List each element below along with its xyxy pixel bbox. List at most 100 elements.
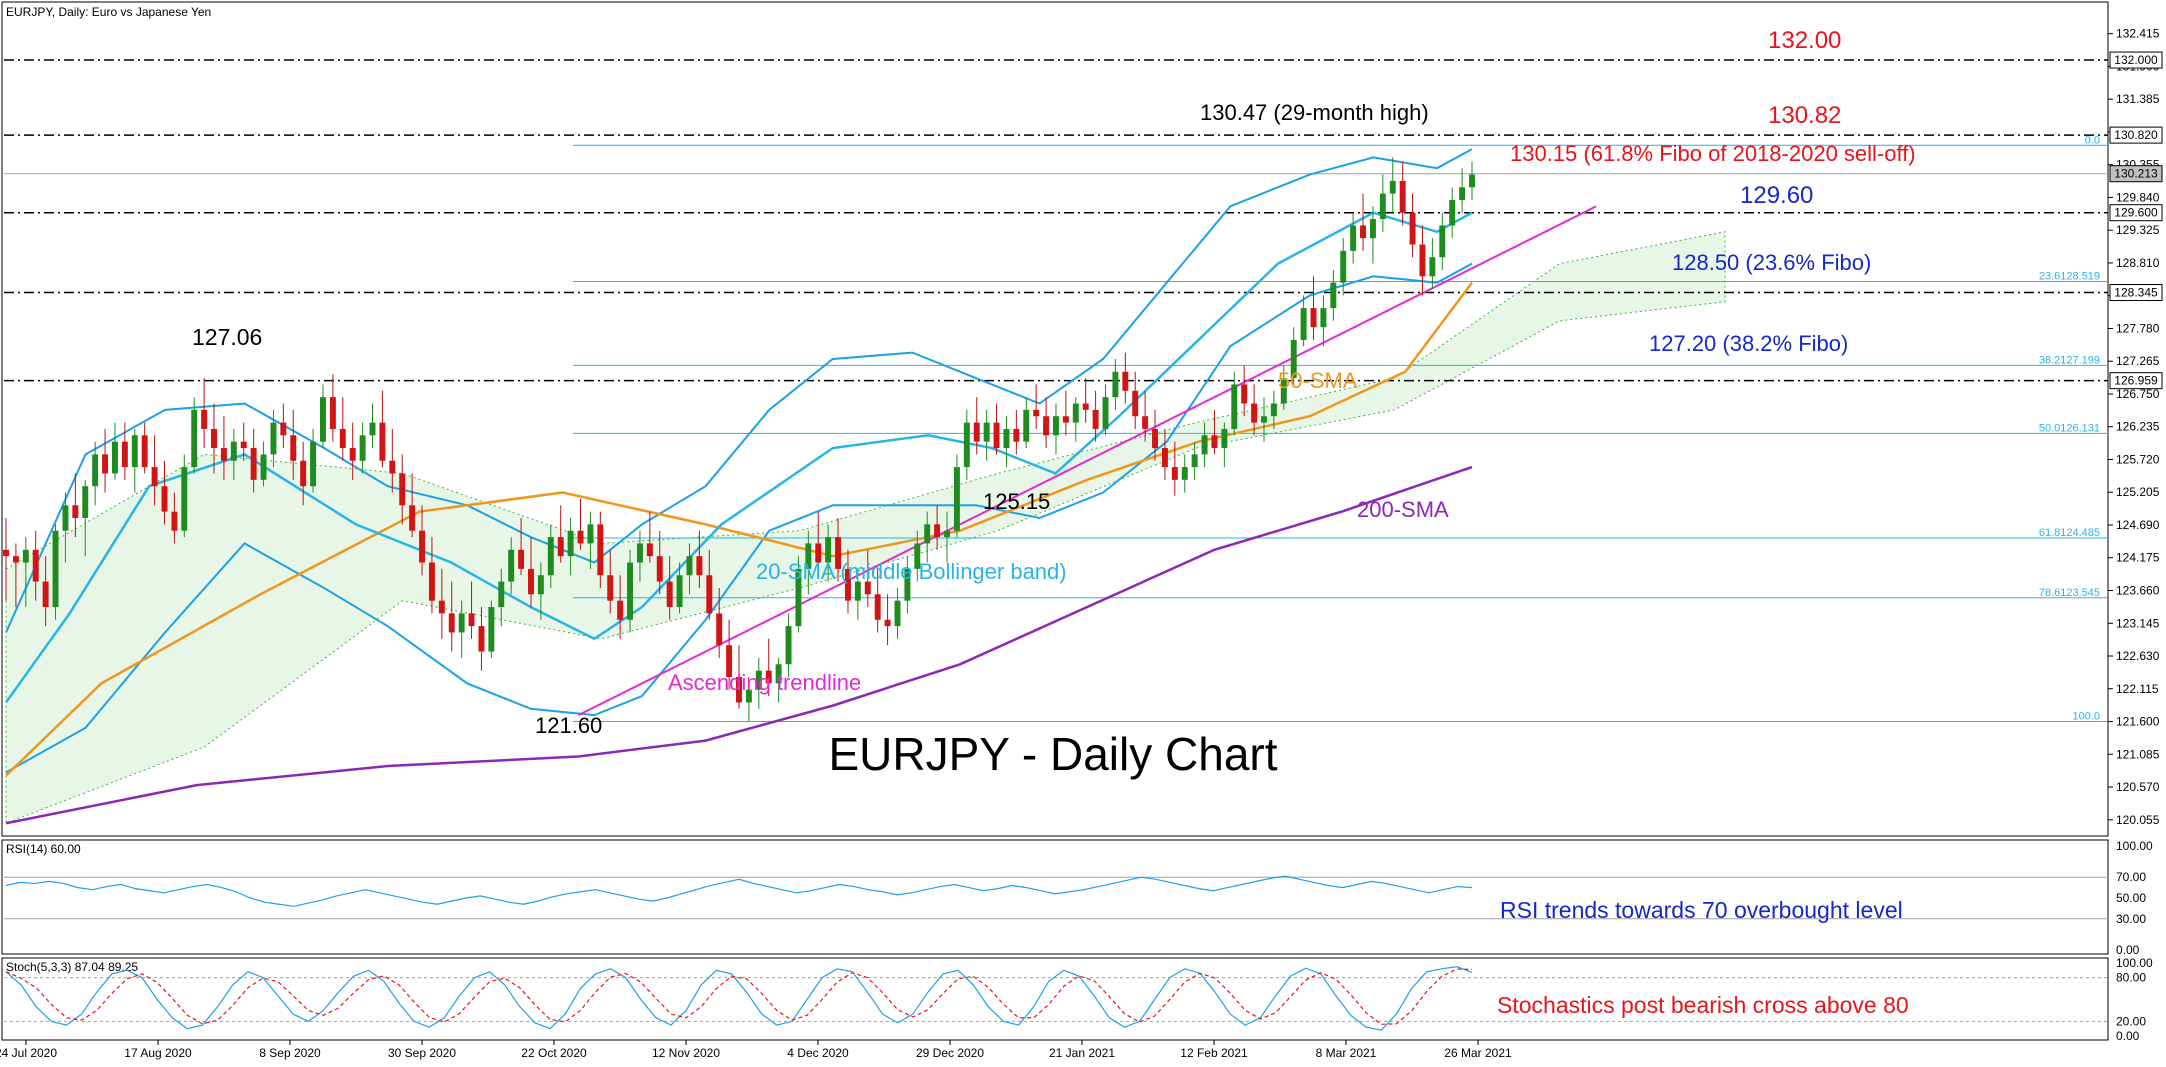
x-tick-label: 8 Sep 2020 bbox=[259, 1046, 321, 1060]
candle-body bbox=[121, 441, 128, 468]
y-tick-label: 124.175 bbox=[2116, 551, 2160, 565]
x-tick-label: 12 Feb 2021 bbox=[1180, 1046, 1248, 1060]
candle-body bbox=[290, 435, 297, 461]
candle-body bbox=[518, 549, 525, 569]
candle-body bbox=[1419, 244, 1426, 277]
series-line bbox=[577, 205, 1597, 717]
fib-label: 78.6123.545 bbox=[2039, 587, 2100, 599]
candle-body bbox=[1181, 467, 1188, 480]
candle-body bbox=[161, 486, 168, 512]
x-tick-label: 24 Jul 2020 bbox=[0, 1046, 57, 1060]
price-box bbox=[2109, 126, 2163, 144]
candle-body bbox=[419, 530, 425, 563]
fib-label: 50.0126.131 bbox=[2039, 422, 2100, 434]
y-tick-label: 132.415 bbox=[2116, 27, 2160, 41]
candle-body bbox=[993, 422, 1000, 449]
candle-body bbox=[854, 581, 861, 601]
candle-body bbox=[1003, 428, 1010, 449]
annotation-label: 200-SMA bbox=[1357, 497, 1449, 522]
candle-body bbox=[438, 600, 445, 614]
candle-body bbox=[1251, 403, 1258, 423]
candle-body bbox=[1469, 174, 1475, 188]
candle-body bbox=[963, 422, 970, 468]
candle-body bbox=[310, 441, 317, 487]
candle-body bbox=[131, 435, 138, 468]
candle-body bbox=[1142, 416, 1149, 429]
annotation-label: 130.82 bbox=[1768, 102, 1841, 129]
candle-body bbox=[379, 422, 386, 461]
candle-body bbox=[983, 422, 990, 442]
candle-body bbox=[111, 441, 118, 474]
x-tick-label: 21 Jan 2021 bbox=[1049, 1046, 1115, 1060]
price-box bbox=[2109, 284, 2163, 302]
y-tick-label: 121.085 bbox=[2116, 747, 2160, 761]
stoch-tick-label: 20.00 bbox=[2116, 1014, 2146, 1028]
candle-body bbox=[1023, 409, 1030, 442]
candle-body bbox=[934, 524, 941, 538]
candle-body bbox=[488, 607, 495, 652]
x-tick-label: 12 Nov 2020 bbox=[652, 1046, 720, 1060]
candle-body bbox=[745, 689, 752, 703]
y-tick-label: 131.385 bbox=[2116, 92, 2160, 106]
candlesticks bbox=[3, 157, 1475, 722]
candle-body bbox=[755, 670, 762, 690]
date-axis: 24 Jul 2020 17 Aug 2020 8 Sep 2020 30 Sep 2… bbox=[0, 1040, 1512, 1060]
annotation-label: 50-SMA bbox=[1278, 368, 1358, 393]
chart-title: EURJPY - Daily Chart bbox=[828, 728, 1277, 780]
annotation-label: 130.15 (61.8% Fibo of 2018-2020 sell-off… bbox=[1510, 141, 1916, 166]
candle-body bbox=[1112, 371, 1119, 398]
chart-annotations: 132.00 130.82 130.15 (61.8% Fibo of 2018-2… bbox=[192, 27, 1916, 738]
rsi-label: RSI(14) 60.00 bbox=[6, 842, 81, 856]
candle-body bbox=[557, 537, 564, 557]
candle-body bbox=[1369, 219, 1376, 239]
candle-body bbox=[1429, 257, 1436, 277]
candle-body bbox=[300, 460, 307, 487]
candle-body bbox=[1152, 428, 1158, 449]
candle-body bbox=[151, 467, 158, 487]
candle-body bbox=[22, 549, 29, 563]
rsi-panel: RSI(14) 60.00 100.0070.0050.0030.000.00 … bbox=[1, 839, 2153, 957]
candle-body bbox=[1122, 371, 1129, 391]
candle-body bbox=[547, 537, 554, 576]
candle-body bbox=[1221, 428, 1228, 449]
candle-body bbox=[676, 575, 683, 608]
candle-body bbox=[102, 454, 109, 474]
candle-body bbox=[339, 428, 346, 449]
candle-body bbox=[82, 486, 89, 518]
candle-body bbox=[409, 505, 416, 531]
candle-body bbox=[825, 537, 832, 563]
candle-body bbox=[617, 600, 624, 620]
candle-body bbox=[42, 581, 49, 608]
candle-body bbox=[329, 397, 336, 429]
candle-body bbox=[220, 448, 227, 461]
fib-label: 38.2127.199 bbox=[2039, 354, 2100, 366]
stoch-annotation: Stochastics post bearish cross above 80 bbox=[1497, 992, 1909, 1018]
candle-body bbox=[864, 581, 871, 595]
annotation-label: Ascending trendline bbox=[668, 670, 861, 695]
candle-body bbox=[1350, 225, 1357, 251]
y-tick-label: 124.690 bbox=[2116, 518, 2160, 532]
candle-body bbox=[1171, 467, 1178, 480]
price-box bbox=[2109, 165, 2163, 183]
candle-body bbox=[399, 473, 406, 506]
candle-body bbox=[1300, 308, 1307, 340]
candle-body bbox=[904, 568, 911, 601]
candle-body bbox=[765, 670, 772, 684]
stoch-label: Stoch(5,3,3) 87.04 89.25 bbox=[6, 960, 138, 974]
y-tick-label: 122.630 bbox=[2116, 649, 2160, 663]
candle-body bbox=[211, 428, 217, 449]
bollinger-upper bbox=[5, 148, 1473, 633]
annotation-label: 121.60 bbox=[535, 713, 602, 738]
y-tick-label: 127.780 bbox=[2116, 321, 2160, 335]
candle-body bbox=[607, 575, 614, 601]
candle-body bbox=[835, 537, 842, 569]
candle-body bbox=[775, 664, 782, 684]
candle-body bbox=[260, 454, 267, 480]
candle-body bbox=[1379, 193, 1386, 220]
candle-body bbox=[696, 556, 703, 576]
candle-body bbox=[1062, 416, 1069, 423]
ichimoku-cloud-area bbox=[5, 231, 1726, 825]
rsi-tick-label: 0.00 bbox=[2116, 943, 2140, 957]
candle-body bbox=[1261, 416, 1267, 423]
